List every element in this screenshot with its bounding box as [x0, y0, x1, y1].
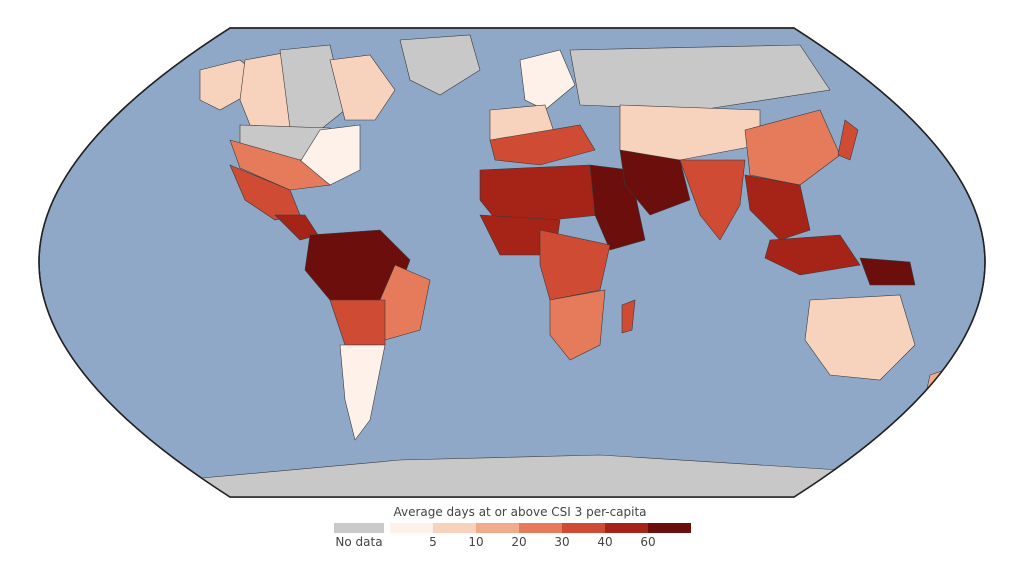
nodata-swatch — [334, 523, 384, 533]
ramp-swatch-5 — [605, 523, 648, 533]
ramp-swatch-3 — [519, 523, 562, 533]
legend-title: Average days at or above CSI 3 per-capit… — [393, 505, 647, 519]
ramp-swatch-0 — [390, 523, 433, 533]
legend-tick-label: 10 — [468, 535, 484, 549]
region-australia — [804, 294, 916, 381]
nodata-label: No data — [335, 535, 383, 549]
region-usa-east — [299, 124, 361, 186]
region-south-asia — [679, 159, 746, 241]
legend-tick-label: 30 — [554, 535, 570, 549]
ramp-swatch-6 — [648, 523, 691, 533]
region-europe-south — [489, 124, 596, 166]
ramp-swatch-2 — [476, 523, 519, 533]
region-brazil-east — [379, 264, 431, 341]
legend-tick-label: 5 — [429, 535, 437, 549]
region-central-africa — [539, 229, 611, 301]
region-new-guinea — [859, 257, 916, 286]
region-southern-africa — [549, 289, 606, 361]
color-ramp — [390, 523, 691, 533]
region-russia — [569, 44, 831, 111]
region-southeast-asia — [744, 174, 811, 241]
region-japan — [837, 119, 859, 161]
region-canada-central — [279, 44, 346, 131]
region-greenland — [399, 34, 481, 96]
region-indonesia — [764, 234, 861, 276]
legend-tick-label: 60 — [640, 535, 656, 549]
region-scandinavia — [519, 49, 576, 111]
region-china — [744, 109, 841, 186]
region-argentina-chile — [339, 344, 386, 441]
legend-tick-label: 40 — [597, 535, 613, 549]
region-usa-south — [229, 139, 331, 191]
region-madagascar — [621, 299, 636, 334]
ramp-swatch-4 — [562, 523, 605, 533]
ramp-swatch-1 — [433, 523, 476, 533]
legend-tick-label: 20 — [511, 535, 527, 549]
region-canada-east — [329, 54, 396, 121]
region-central-asia — [619, 104, 761, 161]
